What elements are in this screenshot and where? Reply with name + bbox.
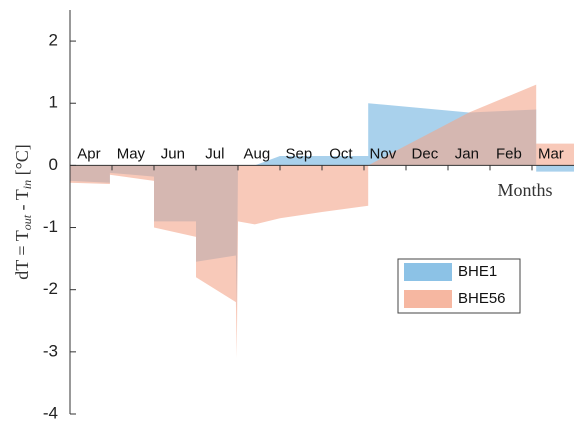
y-label-part: [°C]: [12, 144, 32, 180]
legend: BHE1 BHE56: [397, 258, 521, 314]
y-tick-label: 0: [49, 155, 58, 174]
legend-swatch: [404, 263, 452, 281]
y-label-part: in: [20, 180, 34, 189]
y-tick-label: 2: [49, 31, 58, 50]
y-tick-label: 1: [49, 93, 58, 112]
month-label: Jul: [205, 145, 224, 162]
legend-label: BHE1: [458, 263, 497, 280]
month-label: Feb: [496, 145, 522, 162]
month-label: Oct: [329, 145, 353, 162]
legend-label: BHE56: [458, 290, 506, 307]
month-label: Mar: [538, 145, 564, 162]
month-label: Nov: [370, 145, 397, 162]
area: [70, 84, 574, 359]
y-label-part: out: [20, 214, 34, 230]
legend-swatch: [404, 290, 452, 308]
y-tick-label: -4: [43, 403, 58, 421]
month-label: Jan: [455, 145, 479, 162]
y-label-part: - T: [12, 189, 32, 215]
y-tick-label: -1: [43, 217, 58, 236]
y-label-part: dT = T: [12, 230, 32, 280]
month-label: Jun: [161, 145, 185, 162]
y-tick-label: -2: [43, 279, 58, 298]
month-label: Dec: [412, 145, 439, 162]
month-label: Sep: [286, 145, 313, 162]
x-axis-label: Months: [497, 180, 552, 200]
y-axis-label: dT = Tout - Tin [°C]: [12, 144, 34, 280]
y-tick-label: -3: [43, 341, 58, 360]
month-label: Apr: [77, 145, 100, 162]
month-label: Aug: [244, 145, 271, 162]
month-label: May: [117, 145, 146, 162]
